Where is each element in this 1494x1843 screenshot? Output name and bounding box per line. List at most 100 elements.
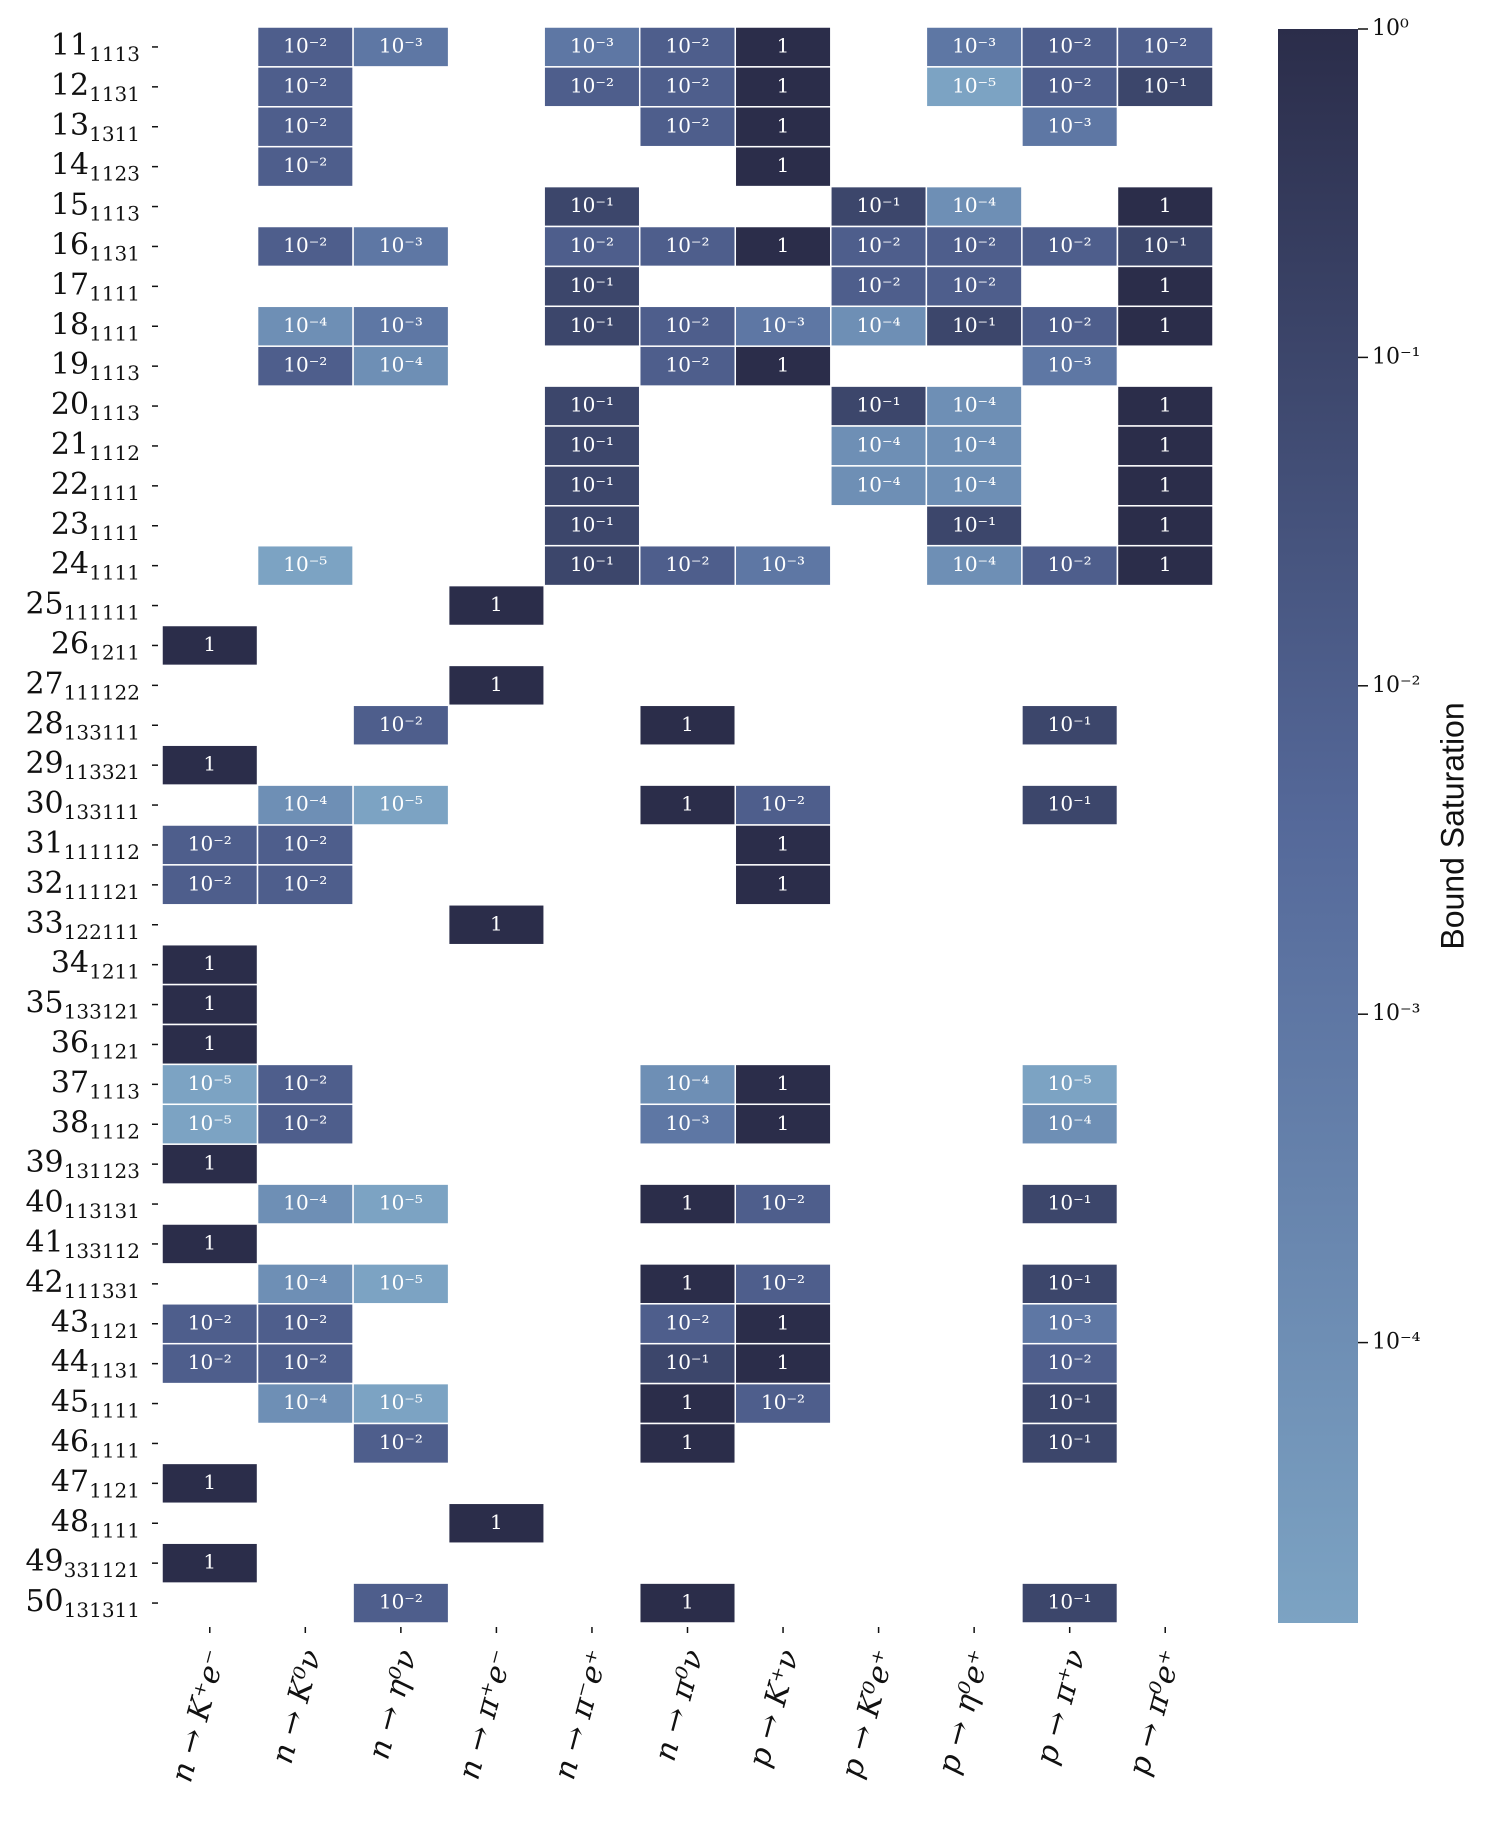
y-tick-label: 39131123 bbox=[25, 1145, 140, 1183]
cell-label: 1 bbox=[1159, 193, 1172, 217]
heatmap-cell bbox=[256, 1063, 354, 1106]
cell-label: 10⁻² bbox=[952, 273, 996, 297]
cell-label: 10⁻² bbox=[379, 1590, 423, 1614]
heatmap-cell bbox=[925, 425, 1023, 467]
y-label-sub: 1111 bbox=[89, 1438, 140, 1462]
y-tick-label: 151113 bbox=[51, 188, 140, 226]
y-tick-label: 161131 bbox=[51, 227, 140, 265]
y-label-sub: 1111 bbox=[89, 480, 140, 504]
y-tick-label: 221111 bbox=[51, 467, 140, 505]
x-tick-label: p → K⁰e⁺ bbox=[834, 1646, 902, 1782]
y-tick-label: 33122111 bbox=[25, 906, 140, 944]
x-tick-label: n → π⁺e⁻ bbox=[452, 1646, 520, 1783]
cell-label: 10⁻³ bbox=[570, 33, 614, 57]
cell-label: 10⁻⁴ bbox=[952, 393, 996, 417]
cell-label: 10⁻⁵ bbox=[379, 1270, 423, 1294]
y-label-sub: 1113 bbox=[89, 401, 140, 425]
heatmap-cell bbox=[1021, 305, 1119, 347]
heatmap-cell bbox=[638, 1382, 737, 1425]
cell-label: 10⁻⁵ bbox=[379, 1390, 423, 1414]
heatmap-cell bbox=[543, 465, 641, 507]
y-label-sub: 1211 bbox=[89, 959, 140, 983]
y-label-sub: 1121 bbox=[89, 1039, 140, 1063]
heatmap-cell bbox=[1021, 1263, 1119, 1305]
cell-label: 1 bbox=[777, 33, 790, 57]
heatmap-cell bbox=[447, 584, 545, 627]
y-tick-label: 28133111 bbox=[25, 706, 140, 744]
cell-label: 10⁻² bbox=[1143, 33, 1187, 57]
y-label-sub: 1113 bbox=[89, 1079, 140, 1103]
heatmap-cell bbox=[256, 1342, 354, 1385]
cell-label: 10⁻¹ bbox=[665, 1350, 709, 1374]
cell-label: 10⁻⁴ bbox=[952, 193, 996, 217]
y-label-main: 44 bbox=[51, 1345, 89, 1380]
cell-label: 1 bbox=[1159, 432, 1172, 456]
heatmap-cell bbox=[638, 1342, 737, 1385]
y-label-main: 14 bbox=[51, 148, 89, 183]
cell-label: 10⁻² bbox=[1048, 233, 1092, 257]
colorbar-tick-label: 10⁻³ bbox=[1372, 1001, 1420, 1026]
heatmap-cell bbox=[256, 1382, 354, 1425]
y-label-main: 30 bbox=[25, 786, 63, 821]
y-tick-label: 29113321 bbox=[25, 746, 140, 784]
cell-label: 10⁻⁵ bbox=[1048, 1071, 1092, 1095]
y-label-sub: 111112 bbox=[64, 839, 140, 863]
cell-label: 1 bbox=[1159, 313, 1172, 337]
y-label-sub: 131311 bbox=[64, 1598, 140, 1622]
heatmap-cell bbox=[161, 1103, 259, 1145]
y-label-main: 42 bbox=[25, 1265, 63, 1300]
heatmap-cell bbox=[1021, 1342, 1119, 1385]
heatmap-cell bbox=[925, 185, 1023, 228]
cell-label: 10⁻² bbox=[283, 1350, 327, 1374]
heatmap-cell bbox=[1021, 1422, 1119, 1465]
heatmap-cell bbox=[1116, 305, 1214, 347]
heatmap-cell bbox=[734, 1382, 832, 1425]
cell-label: 10⁻¹ bbox=[570, 393, 614, 417]
cell-label: 10⁻⁴ bbox=[857, 313, 901, 337]
heatmap-cell bbox=[1021, 704, 1119, 746]
cell-label: 10⁻² bbox=[283, 233, 327, 257]
cell-label: 10⁻⁴ bbox=[952, 552, 996, 576]
heatmap-cell bbox=[1116, 544, 1214, 587]
y-tick-label: 32111121 bbox=[25, 866, 140, 904]
cell-label: 10⁻² bbox=[952, 233, 996, 257]
cell-label: 10⁻³ bbox=[379, 33, 423, 57]
y-label-sub: 1131 bbox=[89, 1358, 140, 1382]
y-label-main: 46 bbox=[51, 1424, 89, 1459]
cell-label: 1 bbox=[203, 632, 216, 656]
y-tick-label: 25111111 bbox=[25, 587, 140, 625]
cell-label: 10⁻² bbox=[188, 871, 232, 895]
cell-label: 1 bbox=[681, 712, 694, 736]
heatmap-cell bbox=[161, 1342, 259, 1385]
y-label-main: 36 bbox=[51, 1025, 89, 1060]
cell-label: 1 bbox=[777, 113, 790, 137]
cell-label: 10⁻¹ bbox=[1143, 233, 1187, 257]
cell-label: 10⁻² bbox=[283, 153, 327, 177]
heatmap-cell bbox=[352, 1263, 450, 1305]
heatmap-cell bbox=[734, 864, 832, 906]
y-label-sub: 131123 bbox=[64, 1159, 140, 1183]
cell-label: 10⁻⁴ bbox=[283, 1191, 327, 1215]
heatmap-cell bbox=[161, 1223, 259, 1265]
heatmap-cell bbox=[447, 904, 545, 946]
cell-label: 10⁻¹ bbox=[570, 552, 614, 576]
cell-label: 10⁻⁴ bbox=[665, 1071, 709, 1095]
heatmap-cell bbox=[161, 1542, 259, 1584]
cell-label: 1 bbox=[203, 1031, 216, 1055]
y-tick-label: 121131 bbox=[51, 68, 140, 106]
y-label-sub: 1113 bbox=[89, 41, 140, 65]
cell-label: 10⁻¹ bbox=[570, 432, 614, 456]
y-label-main: 29 bbox=[25, 746, 63, 781]
heatmap-cell bbox=[734, 1303, 832, 1345]
y-tick-label: 41133112 bbox=[25, 1225, 140, 1263]
cell-label: 10⁻¹ bbox=[1048, 1270, 1092, 1294]
y-tick-label: 35133121 bbox=[25, 986, 140, 1024]
x-tick-label: n → η⁰ν bbox=[362, 1646, 425, 1763]
cell-label: 10⁻² bbox=[761, 792, 805, 816]
y-label-main: 23 bbox=[51, 507, 89, 542]
cell-label: 10⁻³ bbox=[379, 313, 423, 337]
y-label-sub: 133111 bbox=[64, 800, 140, 824]
cell-label: 10⁻² bbox=[379, 1430, 423, 1454]
heatmap-cell bbox=[1021, 1382, 1119, 1425]
